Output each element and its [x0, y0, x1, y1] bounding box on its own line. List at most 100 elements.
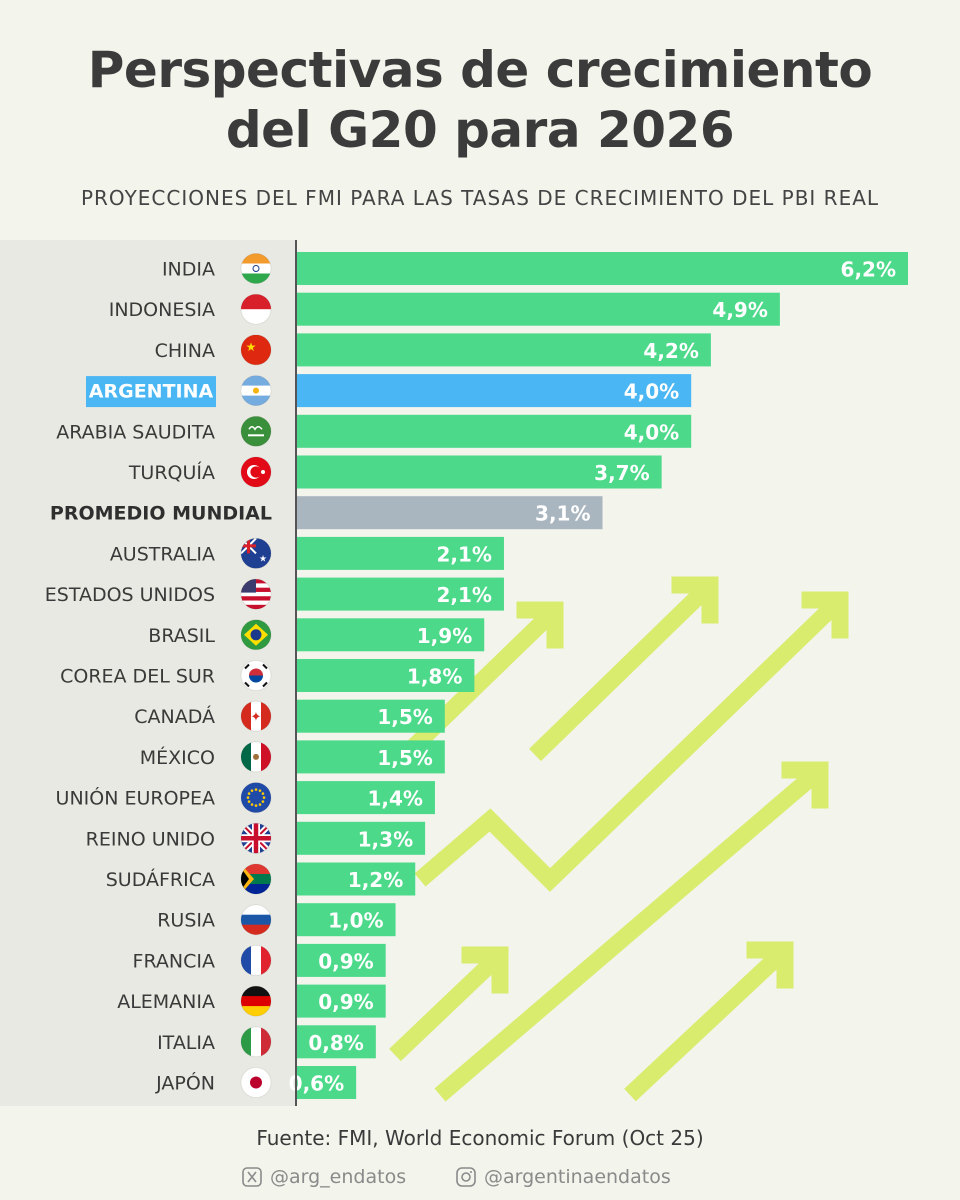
bar-indonesia: [297, 292, 780, 326]
bar-australia: [297, 536, 504, 570]
x-logo-icon: [242, 1167, 262, 1187]
arrow-head: [746, 941, 794, 989]
value-label: 3,1%: [535, 502, 590, 526]
category-label: SUDÁFRICA: [106, 868, 215, 891]
svg-text:★: ★: [259, 554, 267, 564]
value-label: 1,2%: [348, 868, 403, 892]
category-label: RUSIA: [157, 910, 215, 932]
value-label: 0,9%: [318, 990, 373, 1014]
france-flag-icon: [240, 944, 272, 976]
category-label: MÉXICO: [140, 746, 215, 769]
value-label: 0,9%: [318, 949, 373, 973]
south-africa-flag-icon: [240, 863, 272, 895]
bar-sudáfrica: [297, 862, 416, 896]
chart-title: Perspectivas de crecimiento del G20 para…: [0, 40, 960, 160]
bar-india: [297, 252, 908, 285]
value-label: 1,0%: [328, 909, 383, 933]
china-flag-icon: ★: [240, 334, 272, 366]
italy-flag-icon: [240, 1026, 272, 1058]
category-label: REINO UNIDO: [86, 828, 215, 850]
value-label: 1,5%: [377, 705, 432, 729]
bar-méxico: [297, 740, 445, 774]
value-label: 1,8%: [407, 665, 462, 689]
category-label: CANADÁ: [134, 705, 215, 728]
usa-flag-icon: [240, 578, 272, 610]
category-labels-layer: INDIA INDONESIA CHINA ARGENTINA ARABIA SAUDI…: [45, 259, 272, 1095]
decorative-arrows: [389, 576, 849, 1102]
mexico-flag-icon: [240, 741, 272, 773]
flags-layer: ★ ★ ✦: [240, 253, 272, 1098]
instagram-icon: [456, 1167, 476, 1187]
bar-brasil: [297, 618, 485, 652]
value-label: 3,7%: [594, 461, 649, 485]
value-label: 1,9%: [417, 624, 472, 648]
chart-subtitle: PROYECCIONES DEL FMI PARA LAS TASAS DE C…: [80, 186, 880, 210]
bar-alemania: [297, 984, 386, 1018]
category-label: INDONESIA: [109, 299, 215, 321]
category-label: ESTADOS UNIDOS: [45, 584, 215, 606]
instagram-handle: @argentinaendatos: [484, 1166, 671, 1188]
value-label: 0,6%: [289, 1072, 344, 1096]
india-flag-icon: [240, 253, 272, 284]
category-label: INDIA: [162, 259, 215, 281]
bar-promedio-mundial: [297, 496, 603, 530]
bar-canadá: [297, 699, 445, 733]
source-note: Fuente: FMI, World Economic Forum (Oct 2…: [256, 1126, 704, 1150]
value-label: 2,1%: [436, 542, 491, 566]
arrow-head: [781, 761, 829, 809]
social-instagram[interactable]: @argentinaendatos: [456, 1166, 671, 1188]
category-label: BRASIL: [148, 625, 215, 647]
value-label: 1,3%: [358, 827, 413, 851]
value-label: 4,0%: [624, 380, 679, 404]
value-label: 4,2%: [643, 339, 698, 363]
turkey-flag-icon: [240, 456, 272, 488]
category-label: PROMEDIO MUNDIAL: [50, 503, 272, 525]
bar-japón: [297, 1066, 357, 1099]
uk-flag-icon: [240, 822, 272, 854]
category-label: UNIÓN EUROPEA: [56, 786, 215, 810]
category-label: ARABIA SAUDITA: [56, 421, 215, 443]
chart-title-line1: Perspectivas de crecimiento: [87, 41, 873, 99]
category-label: FRANCIA: [133, 950, 215, 972]
canada-flag-icon: ✦: [240, 700, 272, 732]
brazil-flag-icon: [240, 619, 272, 651]
bar-arabia-saudita: [297, 414, 692, 448]
japan-flag-icon: [240, 1067, 272, 1098]
chart-title-line2: del G20 para 2026: [225, 101, 735, 159]
arrow-head: [461, 946, 509, 994]
bar-corea-del-sur: [297, 659, 475, 692]
x-handle: @arg_endatos: [270, 1166, 407, 1188]
bar-argentina: [297, 374, 692, 408]
category-label: AUSTRALIA: [110, 543, 215, 565]
arrow-shaft: [394, 603, 561, 767]
arrow-head: [516, 601, 564, 649]
germany-flag-icon: [240, 985, 272, 1017]
category-label: ITALIA: [157, 1032, 215, 1054]
social-x[interactable]: @arg_endatos: [242, 1166, 406, 1188]
saudi-arabia-flag-icon: [240, 415, 272, 447]
highlight-label-bg: [86, 376, 216, 408]
bar-turquía: [297, 455, 662, 489]
svg-text:★: ★: [246, 340, 257, 354]
eu-flag-icon: [240, 782, 272, 814]
arrow-shaft: [389, 948, 506, 1062]
south-korea-flag-icon: [240, 660, 272, 691]
value-label: 2,1%: [436, 583, 491, 607]
bar-unión-europea: [297, 781, 435, 815]
bar-francia: [297, 943, 386, 977]
value-label: 1,5%: [377, 746, 432, 770]
indonesia-flag-icon: [240, 293, 272, 325]
argentina-flag-icon: [240, 375, 272, 407]
category-label: COREA DEL SUR: [60, 666, 215, 688]
category-label: ARGENTINA: [89, 381, 214, 403]
value-label: 0,8%: [308, 1031, 363, 1055]
value-label: 6,2%: [841, 258, 896, 282]
arrow-shaft: [624, 943, 791, 1102]
bar-italia: [297, 1025, 376, 1059]
russia-flag-icon: [240, 904, 272, 936]
category-label: TURQUÍA: [128, 461, 215, 484]
bar-rusia: [297, 903, 396, 937]
arrow-head: [671, 576, 719, 624]
arrow-shaft: [529, 578, 716, 762]
